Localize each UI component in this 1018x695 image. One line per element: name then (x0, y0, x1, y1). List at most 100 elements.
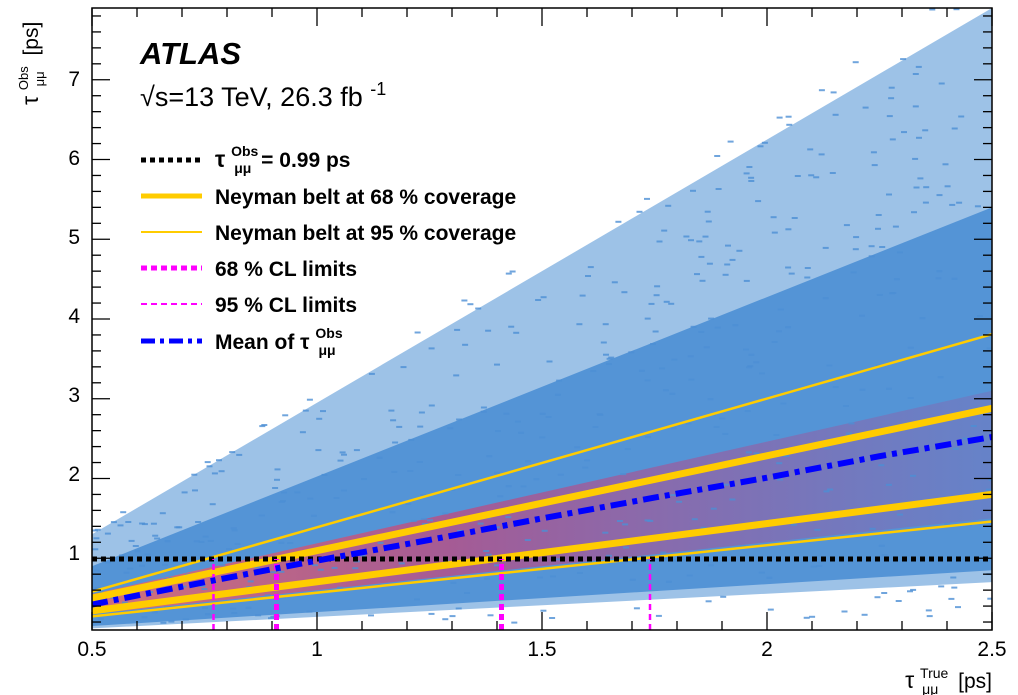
heatmap-bin (852, 61, 859, 64)
heatmap-bin (259, 425, 266, 428)
heatmap-bin (410, 519, 417, 522)
heatmap-bin (962, 437, 969, 440)
heatmap-bin (670, 427, 677, 430)
heatmap-bin (485, 553, 492, 556)
heatmap-bin (705, 220, 712, 223)
heatmap-bin (368, 614, 374, 617)
heatmap-bin (875, 227, 881, 230)
heatmap-bin (231, 529, 238, 532)
heatmap-bin (862, 106, 869, 109)
heatmap-bin (944, 522, 951, 525)
heatmap-bin (748, 176, 755, 179)
heatmap-bin (119, 554, 126, 557)
heatmap-bin (219, 564, 226, 567)
heatmap-bin (600, 341, 607, 344)
y-tick-label-5: 5 (68, 226, 80, 249)
heatmap-bin (494, 363, 500, 366)
heatmap-bin (442, 618, 449, 621)
curves-layer (92, 332, 992, 630)
heatmap-bin (770, 216, 777, 219)
heatmap-bin (333, 497, 340, 499)
heatmap-bin (511, 621, 518, 624)
legend-entry-belt95: Neyman belt at 95 % coverage (215, 222, 516, 245)
heatmap-bin (195, 521, 202, 523)
heatmap-bin (353, 449, 360, 452)
heatmap-bin (645, 436, 652, 439)
heatmap-bin (846, 432, 853, 435)
heatmap-bin (160, 621, 167, 624)
heatmap-bin (582, 466, 589, 469)
heatmap-bin (868, 245, 875, 248)
heatmap-bin (958, 115, 965, 118)
heatmap-bin (310, 514, 317, 517)
heatmap-bin (823, 490, 830, 493)
heatmap-bin (974, 491, 981, 494)
heatmap-bin (783, 455, 790, 457)
heatmap-bin (818, 153, 825, 156)
heatmap-bin (93, 569, 100, 572)
heatmap-bin (987, 597, 992, 600)
heatmap-bin (450, 581, 457, 584)
heatmap-bin (117, 524, 124, 527)
heatmap-bin (537, 576, 543, 579)
heatmap-bin (654, 285, 661, 288)
heatmap-bin (790, 523, 797, 526)
heatmap-bin (803, 616, 810, 619)
heatmap-bin (688, 239, 694, 242)
heatmap-bin (949, 203, 956, 206)
heatmap-bin (785, 266, 792, 269)
heatmap-bin (888, 86, 895, 89)
heatmap-bin (150, 522, 157, 525)
heatmap-bin (936, 270, 943, 273)
heatmap-bin (776, 330, 782, 333)
x-tick-label-2: 1.5 (527, 638, 556, 661)
heatmap-bin (952, 447, 959, 450)
heatmap-bin (316, 417, 323, 420)
heatmap-bin (951, 127, 958, 130)
heatmap-bin (743, 348, 750, 351)
heatmap-bin (702, 235, 709, 238)
legend-mean-sup: Obs (315, 325, 342, 341)
heatmap-bin (125, 521, 132, 523)
legend-mean-sub: μμ (318, 342, 335, 358)
heatmap-bin (896, 251, 903, 254)
heatmap-bin (428, 347, 435, 350)
heatmap-bin (541, 529, 548, 532)
heatmap-bin (704, 210, 711, 213)
heatmap-bin (339, 451, 346, 454)
energy-sup: -1 (370, 79, 386, 99)
heatmap-bin (889, 292, 896, 295)
heatmap-bin (746, 366, 753, 369)
heatmap-bin (204, 613, 211, 616)
heatmap-bin (486, 455, 493, 458)
heatmap-bin (321, 473, 328, 476)
heatmap-bin (648, 302, 655, 305)
heatmap-bin (603, 353, 609, 356)
heatmap-bin (151, 611, 158, 614)
heatmap-bin (299, 431, 306, 434)
heatmap-bin (584, 459, 591, 462)
heatmap-bin (546, 360, 553, 363)
heatmap-bin (198, 540, 205, 543)
heatmap-bin (540, 296, 547, 299)
heatmap-bin (508, 325, 515, 328)
mean-line (92, 434, 992, 608)
heatmap-bin (162, 563, 168, 566)
heatmap-bin (505, 485, 512, 488)
heatmap-bin (753, 361, 760, 364)
heatmap-bin (889, 138, 896, 141)
heatmap-bin (888, 97, 895, 100)
heatmap-bin (859, 388, 866, 391)
heatmap-bin (464, 592, 471, 594)
heatmap-bin (494, 471, 500, 474)
heatmap-bin (636, 210, 643, 213)
heatmap-bin (168, 620, 175, 623)
heatmap-bin (611, 281, 618, 284)
heatmap-bin (307, 497, 314, 500)
x-tick-label-1: 1 (311, 638, 323, 661)
legend-entry-cl68: 68 % CL limits (215, 258, 357, 281)
heatmap-bin (970, 425, 977, 427)
heatmap-bin (655, 614, 662, 617)
heatmap-bin (788, 272, 795, 275)
heatmap-bin (707, 398, 714, 401)
